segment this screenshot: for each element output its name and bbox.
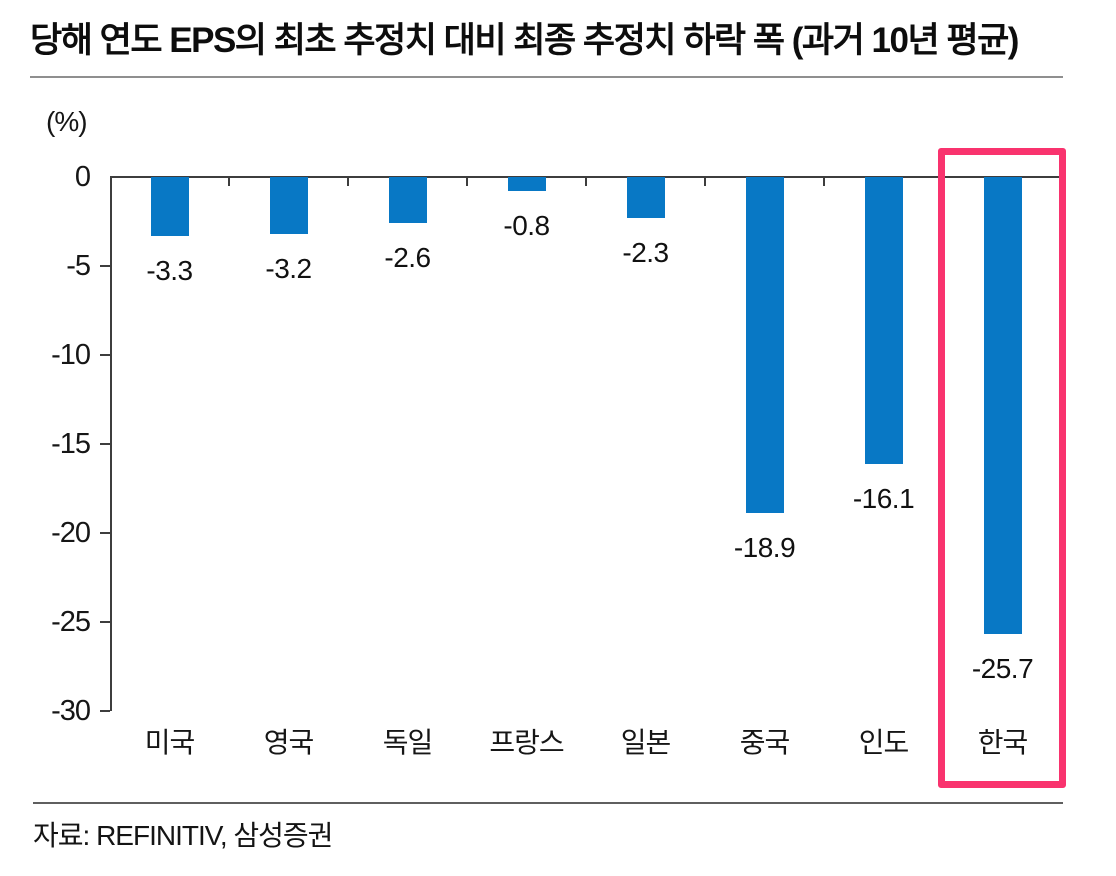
bar-value-label: -2.3 bbox=[622, 236, 669, 268]
x-axis-tick bbox=[704, 177, 706, 186]
bar-한국 bbox=[983, 177, 1022, 635]
bar-영국 bbox=[269, 177, 308, 234]
y-axis-line bbox=[110, 177, 112, 711]
x-axis-tick bbox=[228, 177, 230, 186]
bar-중국 bbox=[745, 177, 784, 514]
bar-프랑스 bbox=[507, 177, 546, 192]
bar-value-label: -25.7 bbox=[971, 653, 1034, 685]
category-label-미국: 미국 bbox=[144, 727, 196, 758]
y-axis-tick bbox=[100, 354, 110, 356]
bar-독일 bbox=[388, 177, 427, 224]
category-label-인도: 인도 bbox=[858, 727, 910, 758]
y-tick-label: -15 bbox=[51, 428, 91, 460]
bar-value-label: -3.2 bbox=[265, 252, 312, 284]
bar-미국 bbox=[150, 177, 189, 236]
x-axis-tick bbox=[347, 177, 349, 186]
chart-title: 당해 연도 EPS의 최초 추정치 대비 최종 추정치 하락 폭 (과거 10년… bbox=[30, 21, 1019, 60]
bar-인도 bbox=[864, 177, 903, 464]
y-tick-label: -30 bbox=[51, 695, 91, 727]
x-axis-tick bbox=[823, 177, 825, 186]
bar-value-label: -3.3 bbox=[146, 254, 193, 286]
y-axis-tick bbox=[100, 710, 110, 712]
y-axis-tick bbox=[100, 265, 110, 267]
highlight-box-한국 bbox=[938, 148, 1066, 788]
footer-divider bbox=[33, 802, 1063, 804]
y-tick-label: 0 bbox=[74, 161, 91, 193]
y-tick-label: -25 bbox=[51, 606, 91, 638]
category-label-한국: 한국 bbox=[977, 727, 1029, 758]
bar-value-label: -0.8 bbox=[503, 210, 550, 242]
y-axis-tick bbox=[100, 443, 110, 445]
bar-일본 bbox=[626, 177, 665, 218]
y-axis-unit-label: (%) bbox=[46, 106, 88, 137]
title-divider bbox=[30, 76, 1063, 78]
y-tick-label: -20 bbox=[51, 517, 91, 549]
x-axis-tick bbox=[466, 177, 468, 186]
bar-value-label: -18.9 bbox=[733, 532, 796, 564]
bar-value-label: -2.6 bbox=[384, 242, 431, 274]
y-tick-label: -10 bbox=[51, 339, 91, 371]
y-tick-label: -5 bbox=[66, 250, 91, 282]
source-attribution: 자료: REFINITIV, 삼성증권 bbox=[33, 820, 333, 851]
bar-value-label: -16.1 bbox=[852, 482, 915, 514]
category-label-프랑스: 프랑스 bbox=[489, 727, 564, 758]
category-label-영국: 영국 bbox=[263, 727, 315, 758]
x-axis-tick bbox=[585, 177, 587, 186]
category-label-독일: 독일 bbox=[382, 727, 434, 758]
y-axis-tick bbox=[100, 621, 110, 623]
category-label-중국: 중국 bbox=[739, 727, 791, 758]
category-label-일본: 일본 bbox=[620, 727, 672, 758]
y-axis-tick bbox=[100, 532, 110, 534]
